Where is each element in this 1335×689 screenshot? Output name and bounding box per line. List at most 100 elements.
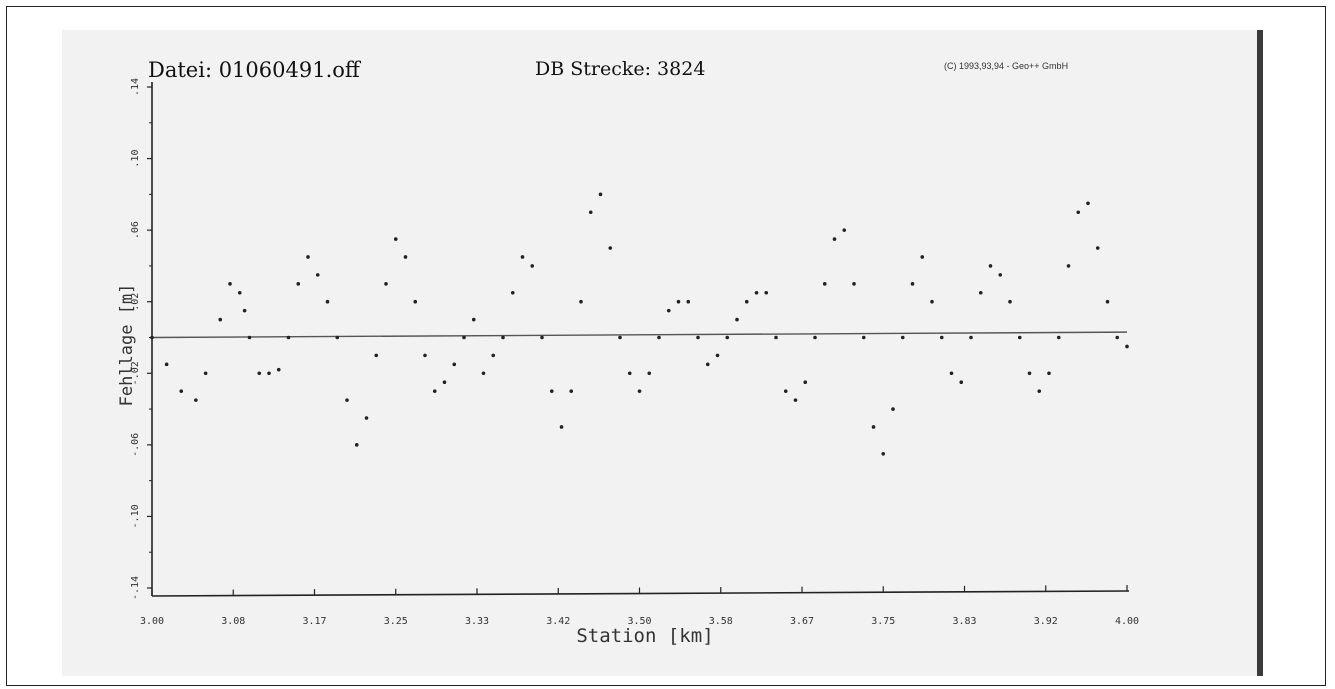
- data-point: [608, 246, 613, 250]
- x-tick-label: 3.33: [465, 616, 489, 627]
- data-point: [598, 192, 603, 197]
- data-point: [647, 371, 652, 376]
- data-point: [501, 335, 505, 340]
- data-point: [442, 380, 447, 385]
- data-point: [822, 282, 827, 286]
- data-point: [666, 308, 671, 313]
- data-point: [354, 443, 359, 447]
- data-point: [413, 299, 418, 304]
- data-point: [842, 228, 847, 232]
- data-point: [1095, 246, 1100, 250]
- data-point: [179, 389, 184, 393]
- data-point: [959, 380, 964, 385]
- x-tick-label: 3.17: [302, 616, 326, 627]
- y-tick-label: .10: [130, 150, 141, 168]
- data-point: [754, 290, 759, 295]
- x-tick-label: 3.67: [790, 616, 814, 627]
- data-point: [364, 416, 369, 420]
- data-point: [891, 407, 895, 411]
- data-point: [832, 237, 837, 241]
- data-point: [247, 335, 252, 340]
- data-point: [744, 299, 749, 304]
- y-tick-label: -.10: [130, 504, 141, 528]
- data-point: [725, 335, 730, 340]
- data-point: [1027, 371, 1032, 376]
- data-point: [774, 335, 778, 340]
- data-point: [569, 389, 574, 393]
- data-point: [257, 371, 262, 376]
- data-point: [1076, 210, 1081, 215]
- y-tick-label: .14: [130, 78, 141, 96]
- data-point: [1115, 335, 1120, 340]
- data-point: [549, 389, 554, 393]
- x-tick-label: 4.00: [1115, 616, 1139, 627]
- data-point: [520, 255, 525, 259]
- data-point: [735, 317, 739, 322]
- data-point: [481, 371, 486, 376]
- copyright-notice: (C) 1993,93,94 - Geo++ GmbH: [944, 61, 1069, 71]
- data-point: [764, 290, 769, 295]
- data-point: [1017, 335, 1022, 340]
- data-point: [871, 425, 876, 429]
- y-tick-labels: .14 .10 .06 .02 -.02 -.06 -.10 -.14: [130, 78, 152, 600]
- data-point: [325, 299, 330, 304]
- x-axis-label: Station [km]: [576, 625, 713, 647]
- data-point: [686, 299, 691, 304]
- data-point: [491, 353, 496, 358]
- data-point: [637, 389, 642, 393]
- data-point: [793, 398, 798, 402]
- data-point: [510, 290, 515, 295]
- x-tick-label: 3.08: [221, 616, 245, 627]
- data-point: [462, 335, 466, 340]
- data-points: [150, 192, 1129, 456]
- data-point: [939, 335, 944, 340]
- data-point: [242, 308, 247, 313]
- data-point: [588, 210, 593, 215]
- x-tick-label: 3.25: [384, 616, 408, 627]
- data-point: [345, 398, 349, 402]
- data-point: [1008, 299, 1012, 304]
- data-point: [696, 335, 700, 340]
- data-point: [657, 335, 661, 340]
- data-point: [203, 371, 208, 376]
- data-point: [306, 255, 310, 259]
- x-tick-label: 3.00: [140, 616, 164, 627]
- data-point: [374, 353, 379, 358]
- data-point: [676, 299, 681, 304]
- data-point: [579, 299, 583, 304]
- data-point: [315, 273, 320, 277]
- data-point: [1037, 389, 1042, 393]
- data-point: [930, 299, 934, 304]
- data-point: [452, 362, 457, 367]
- zero-reference-line: [151, 331, 1128, 339]
- data-point: [988, 264, 993, 268]
- x-tick-label: 3.92: [1034, 616, 1058, 627]
- data-point: [471, 317, 476, 322]
- data-point: [1125, 344, 1129, 349]
- data-point: [150, 335, 154, 340]
- x-tick-labels: 3.00 3.08 3.17 3.25 3.33 3.42 3.50 3.58 3.67 3.75…: [140, 585, 1139, 627]
- y-tick-label: -.06: [130, 433, 141, 457]
- data-point: [783, 389, 788, 393]
- data-point: [1047, 371, 1051, 376]
- data-point: [423, 353, 427, 358]
- data-point: [803, 380, 808, 385]
- chart-axes: [151, 82, 1130, 597]
- data-point: [618, 335, 622, 340]
- data-point: [335, 335, 340, 340]
- x-tick-label: 3.75: [871, 616, 895, 627]
- data-point: [1086, 201, 1090, 206]
- y-tick-label: .02: [130, 293, 141, 311]
- data-point: [228, 282, 232, 286]
- x-tick-label: 3.42: [546, 616, 570, 627]
- data-point: [267, 371, 271, 376]
- data-point: [705, 362, 710, 367]
- data-point: [813, 335, 817, 340]
- data-point: [715, 353, 720, 358]
- x-tick-label: 3.83: [952, 616, 976, 627]
- y-tick-label: -.02: [130, 361, 141, 385]
- data-point: [296, 282, 301, 286]
- data-point: [164, 362, 169, 367]
- x-axis-line: [151, 590, 1130, 597]
- data-point: [1066, 264, 1071, 268]
